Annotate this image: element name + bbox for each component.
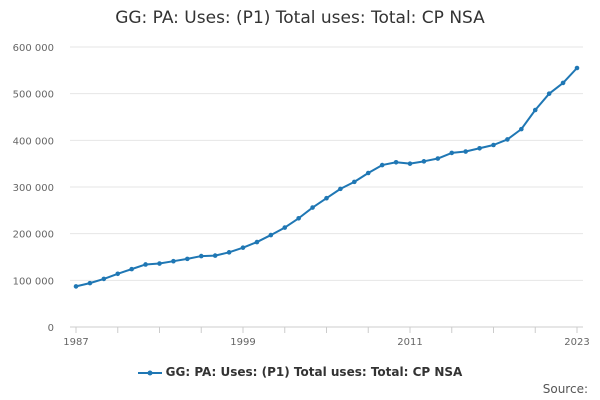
data-point [101, 276, 107, 282]
data-point [171, 258, 176, 264]
data-point [449, 150, 455, 156]
data-point [185, 256, 190, 262]
data-point [254, 239, 260, 245]
data-point [532, 107, 538, 113]
data-point [560, 80, 566, 86]
series-line [75, 67, 578, 288]
data-point [421, 159, 427, 164]
data-point [546, 91, 552, 96]
data-point [87, 280, 93, 286]
data-point [240, 245, 246, 250]
x-tick-label: 1987 [63, 337, 88, 348]
y-tick-label: 600 000 [13, 43, 54, 54]
data-point [574, 65, 580, 71]
x-tick-label: 2011 [397, 337, 422, 348]
data-point [198, 253, 204, 259]
data-point [352, 179, 357, 185]
chart-title: GG: PA: Uses: (P1) Total uses: Total: CP… [115, 8, 485, 28]
y-tick-label: 0 [48, 323, 54, 334]
series-layer [73, 65, 580, 289]
data-point [226, 250, 232, 255]
legend[interactable]: GG: PA: Uses: (P1) Total uses: Total: CP… [0, 365, 600, 379]
data-point [157, 261, 162, 266]
data-point [379, 162, 385, 168]
data-point [407, 161, 413, 166]
data-point [324, 195, 329, 201]
data-point [310, 205, 315, 210]
data-point [365, 170, 371, 176]
data-point [268, 232, 274, 238]
y-tick-label: 100 000 [13, 276, 54, 287]
data-point [463, 149, 468, 154]
data-point [435, 156, 441, 161]
source-label: Source: [542, 382, 588, 396]
data-point [129, 266, 134, 272]
legend-label: GG: PA: Uses: (P1) Total uses: Total: CP… [165, 365, 463, 379]
data-point [338, 186, 343, 192]
x-tick-label: 2023 [564, 337, 589, 348]
y-tick-label: 500 000 [13, 90, 54, 101]
data-point [143, 262, 148, 267]
x-tick-label: 1999 [230, 337, 255, 348]
data-point [393, 159, 399, 165]
legend-swatch-icon [137, 370, 162, 375]
y-tick-label: 200 000 [13, 230, 54, 241]
data-point [505, 137, 510, 142]
data-point [212, 253, 218, 258]
y-tick-label: 400 000 [13, 136, 54, 147]
gridlines [70, 46, 583, 281]
data-point [282, 225, 288, 230]
axes: 0 100 000 200 000 300 000 400 000 500 000 600 … [13, 43, 590, 348]
data-point [296, 215, 301, 221]
data-point [73, 284, 79, 289]
data-point [477, 145, 482, 151]
data-point [519, 126, 524, 132]
data-point [491, 142, 496, 148]
y-tick-label: 300 000 [13, 183, 54, 194]
data-point [115, 271, 121, 277]
